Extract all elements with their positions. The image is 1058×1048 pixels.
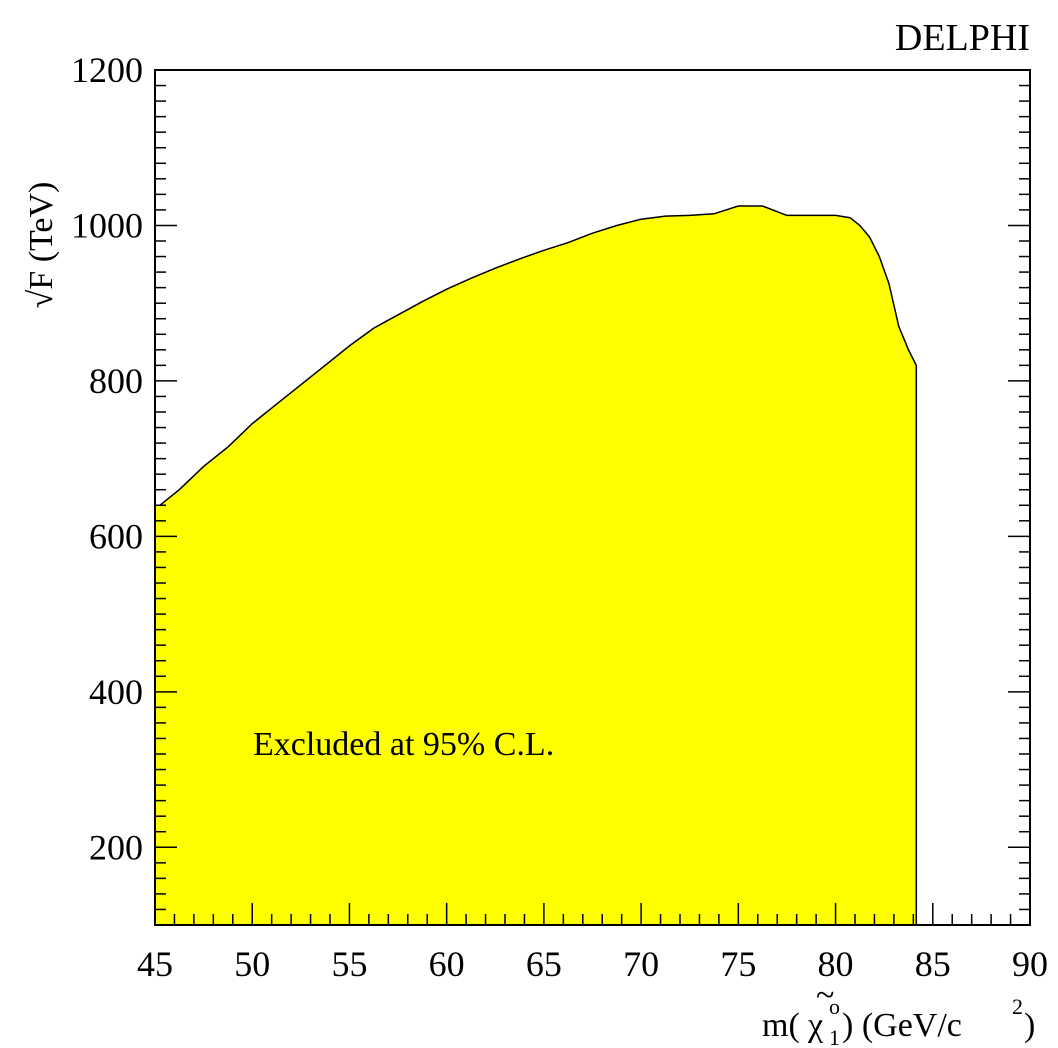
x-tick-label: 75 [720,944,756,984]
x-tick-label: 65 [526,944,562,984]
y-tick-label: 600 [89,516,143,556]
x-axis-label-close: ) [1024,1007,1035,1044]
x-tick-label: 45 [137,944,173,984]
plot-frame [154,69,1031,926]
y-tick-label: 1200 [71,50,143,90]
x-tick-labels: 45 50 55 60 65 70 75 80 85 90 [137,944,1048,984]
exclusion-annotation: Excluded at 95% C.L. [253,726,554,763]
x-tick-label: 80 [818,944,854,984]
y-tick-label: 400 [89,672,143,712]
excluded-region [154,205,918,926]
y-tick-labels: 200 400 600 800 1000 1200 [71,50,143,867]
x-axis-label: m( ~ χ o 1 ) (GeV/c 2 ) [762,977,1035,1048]
y-tick-label: 800 [89,361,143,401]
x-axis-label-sup: o [829,994,840,1019]
x-tick-label: 85 [915,944,951,984]
x-axis-label-symbol: χ [807,1007,823,1044]
x-tick-label: 55 [331,944,367,984]
x-tick-label: 60 [429,944,465,984]
x-tick-label: 90 [1012,944,1048,984]
x-axis-label-sub: 1 [829,1025,840,1048]
axis-ticks [154,69,1031,925]
x-axis-label-prefix: m( [762,1007,800,1044]
x-axis-label-tilde: ~ [816,977,834,1014]
x-tick-label: 50 [234,944,270,984]
y-axis-label: √F (TeV) [23,182,60,309]
experiment-label: DELPHI [895,17,1030,59]
y-tick-label: 1000 [71,205,143,245]
excluded-region-layer [154,205,918,926]
x-axis-label-power: 2 [1012,994,1023,1019]
y-tick-label: 200 [89,827,143,867]
x-tick-label: 70 [623,944,659,984]
x-axis-label-suffix: ) (GeV/c [842,1007,962,1044]
